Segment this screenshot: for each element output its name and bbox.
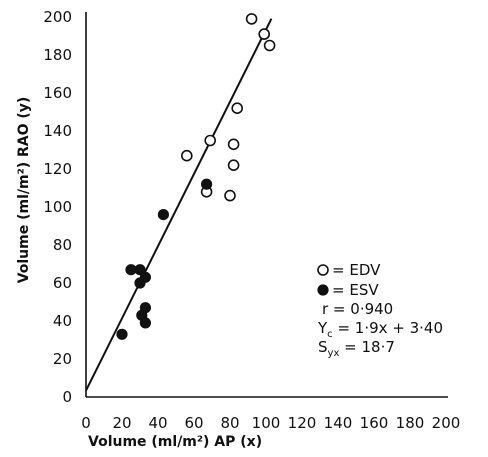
x-tick-label: 60 [184, 414, 203, 432]
y-tick-label: 0 [62, 388, 72, 406]
y-tick-labels: 0 20 40 60 80 100 120 140 160 180 200 [43, 8, 72, 406]
x-axis-label: Volume (ml/m²) AP (x) [88, 434, 262, 450]
correlation-annotation: r = 0·940 [322, 300, 393, 318]
x-tick-label: 200 [432, 414, 461, 432]
y-tick-label: 140 [43, 122, 72, 140]
standard-error-rest: = 18·7 [339, 338, 395, 356]
x-tick-label: 160 [360, 414, 389, 432]
edv-point [227, 138, 240, 151]
edv-point [204, 134, 216, 147]
standard-error-annotation: Syx = 18·7 [318, 338, 395, 359]
y-tick-label: 80 [53, 236, 72, 254]
x-tick-label: 40 [148, 414, 167, 432]
edv-point [263, 39, 276, 52]
regression-equation-main: Y [317, 319, 328, 337]
x-tick-label: 100 [252, 414, 281, 432]
regression-equation-subscript: c [327, 329, 333, 340]
edv-point [181, 149, 193, 162]
y-tick-label: 120 [43, 160, 72, 178]
x-tick-label: 120 [288, 414, 317, 432]
regression-equation: Yc = 1·9x + 3·40 [317, 319, 443, 340]
y-tick-label: 160 [43, 84, 72, 102]
esv-point [139, 271, 151, 283]
esv-point [139, 317, 151, 329]
axes [85, 12, 448, 398]
edv-point [258, 28, 271, 40]
standard-error-main: S [318, 338, 328, 356]
regression-line-group [85, 18, 273, 391]
legend: = EDV = ESV r = 0·940 Yc = 1·9x + 3·40 S… [317, 261, 443, 359]
y-axis-label: Volume (ml/m²) RAO (y) [16, 97, 32, 284]
legend-esv-label: = ESV [332, 281, 379, 299]
standard-error-subscript: yx [328, 348, 340, 359]
y-tick-label: 100 [43, 198, 72, 216]
legend-esv-marker [317, 284, 329, 296]
y-tick-label: 40 [53, 312, 72, 330]
x-tick-labels: 0 20 40 60 80 100 120 140 160 180 200 [81, 414, 460, 432]
edv-point [231, 102, 243, 114]
y-tick-label: 20 [53, 350, 72, 368]
edv-point [245, 13, 258, 25]
x-tick-label: 80 [220, 414, 239, 432]
y-tick-label: 200 [43, 8, 72, 26]
y-tick-label: 180 [43, 46, 72, 64]
legend-edv-marker [317, 264, 329, 276]
legend-edv-label: = EDV [332, 261, 381, 279]
esv-point [157, 209, 169, 221]
y-tick-label: 60 [53, 274, 72, 292]
x-tick-label: 140 [324, 414, 353, 432]
x-tick-label: 180 [396, 414, 425, 432]
x-tick-label: 0 [81, 414, 91, 432]
edv-point [227, 159, 240, 171]
esv-point [201, 178, 213, 190]
edv-point [224, 189, 236, 202]
regression-line [85, 18, 273, 391]
esv-point [134, 264, 146, 276]
data-points [116, 13, 276, 340]
esv-point [139, 302, 151, 314]
x-tick-label: 20 [112, 414, 131, 432]
esv-point [116, 328, 128, 340]
regression-equation-rest: = 1·9x + 3·40 [333, 319, 443, 337]
